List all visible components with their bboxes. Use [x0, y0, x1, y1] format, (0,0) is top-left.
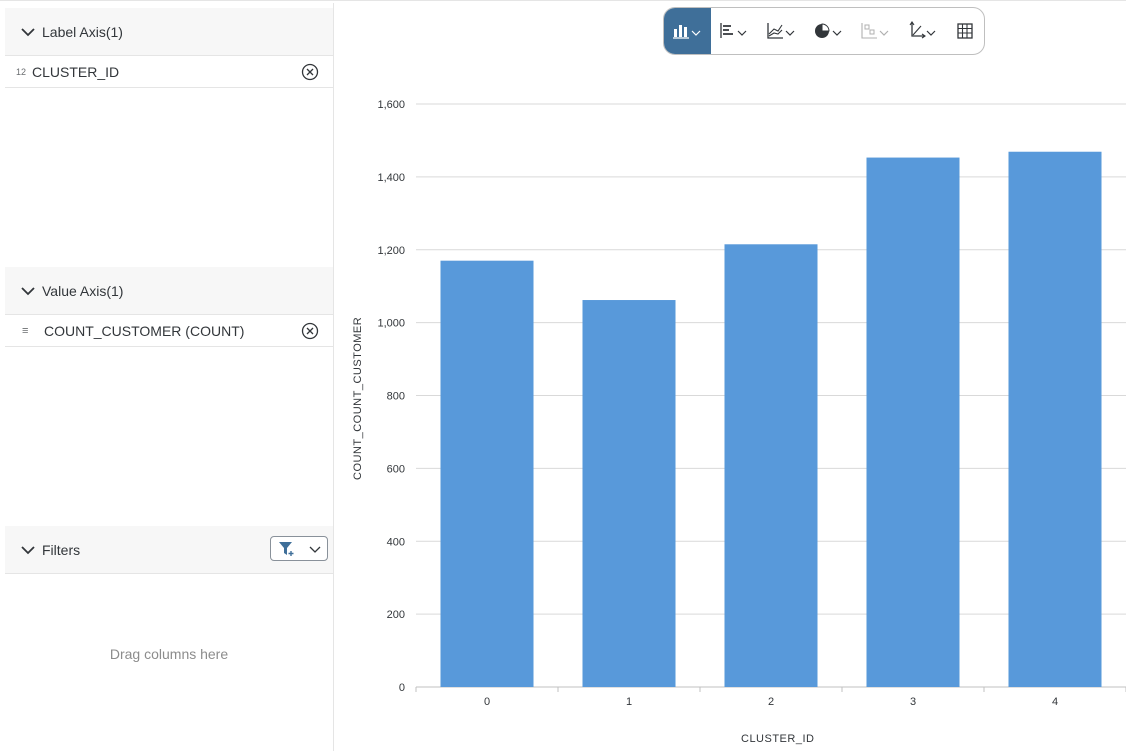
numeric-type-icon: 12	[16, 66, 27, 77]
value-axis-field-name: COUNT_CUSTOMER (COUNT)	[44, 322, 245, 339]
bar	[724, 244, 818, 688]
value-axis-field[interactable]: ≡ COUNT_CUSTOMER (COUNT)	[5, 315, 333, 347]
pie-chart-icon	[815, 23, 842, 38]
line-chart-icon	[767, 23, 795, 39]
bar	[440, 260, 534, 687]
y-tick-label: 1,400	[377, 172, 405, 184]
scatter-chart-button[interactable]	[851, 8, 898, 54]
column-chart-icon	[673, 25, 701, 39]
chevron-down-icon	[21, 286, 35, 295]
remove-circle-icon[interactable]	[301, 322, 319, 340]
x-tick-label: 3	[910, 696, 916, 708]
chevron-down-icon	[21, 27, 35, 36]
filter-dropzone[interactable]: Drag columns here	[109, 646, 229, 662]
bar-chart-button[interactable]	[711, 8, 758, 54]
chart-type-toolbar	[663, 7, 985, 55]
scatter-chart-icon	[861, 23, 889, 39]
label-axis-field[interactable]: 12 CLUSTER_ID	[5, 56, 333, 88]
x-tick-label: 4	[1052, 696, 1058, 708]
filters-title: Filters	[42, 541, 81, 558]
table-icon	[956, 23, 973, 39]
label-axis-header[interactable]: Label Axis(1)	[5, 8, 333, 56]
filters-header[interactable]: Filters	[5, 526, 333, 574]
top-border	[0, 0, 1126, 3]
add-filter-icon	[279, 541, 294, 556]
x-tick-label: 1	[626, 696, 632, 708]
pie-chart-button[interactable]	[805, 8, 852, 54]
column-chart: 0 200 400 600 800 1,000 1,200 1,400 1,600 0 1 2 3 4	[377, 99, 1126, 708]
table-button[interactable]	[945, 8, 984, 54]
y-tick-label: 1,600	[377, 99, 405, 111]
label-axis-field-name: CLUSTER_ID	[32, 63, 120, 80]
bar	[582, 300, 676, 687]
y-tick-label: 200	[387, 609, 405, 621]
bar-chart-icon	[720, 23, 747, 38]
x-tick-label: 0	[484, 696, 490, 708]
feed-panel: Label Axis(1) 12 CLUSTER_ID Value Axis(1…	[0, 3, 334, 751]
y-axis-label: COUNT_COUNT_CUSTOMER	[352, 316, 364, 480]
measure-type-icon: ≡	[22, 324, 29, 337]
chevron-down-icon	[309, 546, 321, 553]
y-tick-label: 0	[399, 682, 405, 694]
y-tick-label: 1,000	[377, 318, 405, 330]
y-tick-label: 800	[387, 391, 405, 403]
label-axis-title: Label Axis(1)	[42, 23, 123, 40]
axis-chart-button[interactable]	[898, 8, 945, 54]
chevron-down-icon	[21, 545, 35, 554]
line-chart-button[interactable]	[758, 8, 805, 54]
x-axis-label: CLUSTER_ID	[741, 733, 815, 745]
bar	[1008, 151, 1102, 687]
y-tick-label: 600	[387, 463, 405, 475]
add-filter-button[interactable]	[270, 536, 328, 561]
y-tick-label: 1,200	[377, 245, 405, 257]
value-axis-title: Value Axis(1)	[42, 282, 124, 299]
y-tick-label: 400	[387, 536, 405, 548]
x-tick-label: 2	[768, 696, 774, 708]
remove-circle-icon[interactable]	[301, 63, 319, 81]
column-chart-button[interactable]	[664, 8, 711, 54]
axis-chart-icon	[909, 21, 936, 39]
value-axis-header[interactable]: Value Axis(1)	[5, 267, 333, 315]
bar	[866, 157, 960, 688]
